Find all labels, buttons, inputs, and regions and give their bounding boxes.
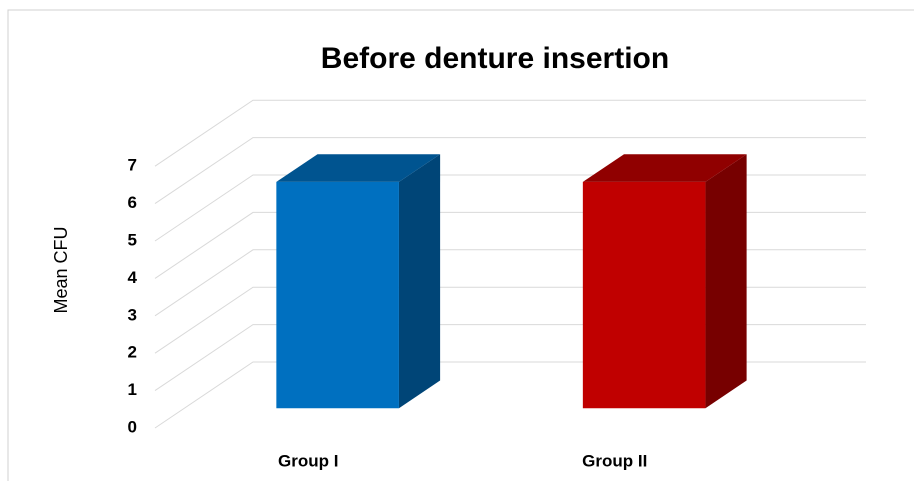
y-tick-label: 7 — [128, 156, 137, 175]
x-tick-label: Group I — [278, 451, 338, 470]
y-tick-label: 4 — [128, 268, 138, 287]
y-axis-label: Mean CFU — [51, 226, 71, 313]
bar — [276, 154, 441, 409]
bar-side — [398, 154, 441, 409]
y-tick-label: 0 — [128, 417, 137, 436]
grid-line — [154, 137, 866, 205]
bar — [582, 154, 747, 409]
chart-frame — [7, 9, 914, 481]
bar-front — [582, 181, 706, 409]
y-tick-label: 3 — [128, 305, 137, 324]
bar-top — [582, 154, 747, 182]
bar-side — [705, 154, 747, 409]
bar-front — [276, 181, 399, 409]
y-tick-label: 1 — [128, 380, 137, 399]
grid-line — [154, 99, 866, 167]
y-tick-label: 6 — [128, 193, 137, 212]
bar-top — [276, 154, 441, 182]
x-tick-label: Group II — [582, 451, 647, 470]
y-tick-label: 2 — [128, 343, 137, 362]
chart-title: Before denture insertion — [321, 42, 669, 75]
y-tick-label: 5 — [128, 230, 137, 249]
